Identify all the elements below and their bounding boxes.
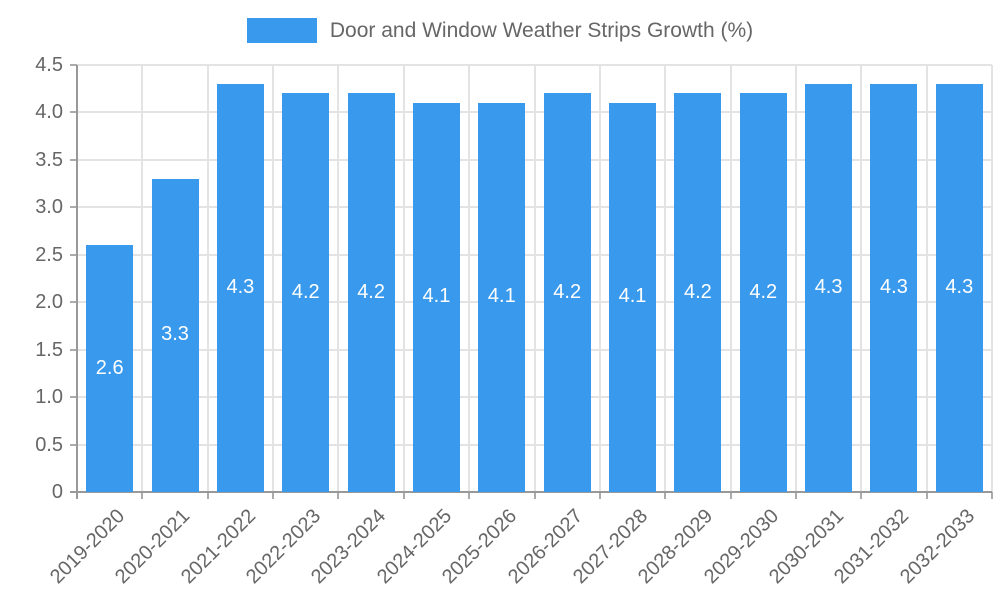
- bar-value-label: 4.2: [291, 280, 320, 303]
- bar-value-label: 4.2: [357, 280, 385, 303]
- x-gridline: [206, 65, 209, 492]
- y-tick-mark: [70, 443, 77, 446]
- x-tick-mark: [533, 492, 536, 499]
- x-gridline: [337, 65, 340, 492]
- bar: [805, 83, 853, 492]
- y-axis-tick-label: 3.0: [35, 196, 63, 219]
- x-tick-mark: [860, 492, 863, 499]
- x-tick-mark: [402, 492, 405, 499]
- x-gridline: [402, 65, 405, 492]
- x-gridline: [925, 65, 928, 492]
- bar-value-label: 4.3: [814, 275, 843, 298]
- y-axis-tick-label: 1.0: [35, 386, 63, 409]
- bar-value-label: 4.3: [226, 275, 255, 298]
- bar-value-label: 4.1: [487, 285, 516, 308]
- y-tick-mark: [70, 206, 77, 209]
- x-gridline: [272, 65, 275, 492]
- bar-value-label: 4.1: [422, 285, 451, 308]
- bar: [935, 83, 983, 492]
- x-tick-mark: [598, 492, 601, 499]
- bar: [739, 93, 787, 492]
- y-tick-mark: [70, 396, 77, 399]
- legend-label: Door and Window Weather Strips Growth (%…: [329, 18, 754, 42]
- bar: [478, 102, 526, 492]
- bar-value-label: 4.1: [618, 285, 647, 308]
- legend-swatch: [246, 18, 317, 43]
- x-gridline: [794, 65, 797, 492]
- y-axis-tick-label: 3.5: [35, 148, 63, 171]
- bar: [216, 83, 264, 492]
- bar: [151, 178, 199, 492]
- x-tick-mark: [925, 492, 928, 499]
- bar: [870, 83, 918, 492]
- x-tick-mark: [206, 492, 209, 499]
- bar-value-label: 4.3: [945, 275, 974, 298]
- y-tick-mark: [70, 111, 77, 114]
- y-axis-tick-label: 0.5: [35, 433, 63, 456]
- x-axis-line: [70, 491, 992, 493]
- y-tick-mark: [70, 158, 77, 161]
- bar-value-label: 4.2: [553, 280, 582, 303]
- bar: [347, 93, 395, 492]
- x-tick-mark: [991, 492, 993, 499]
- y-tick-mark: [70, 64, 77, 66]
- x-gridline: [598, 65, 601, 492]
- bar: [86, 245, 134, 492]
- x-gridline: [468, 65, 471, 492]
- bar: [543, 93, 591, 492]
- y-tick-mark: [70, 301, 77, 304]
- bar-value-label: 2.6: [95, 356, 124, 379]
- x-tick-mark: [141, 492, 144, 499]
- x-tick-mark: [468, 492, 471, 499]
- x-tick-mark: [729, 492, 732, 499]
- chart-legend: Door and Window Weather Strips Growth (%…: [0, 18, 1000, 43]
- y-tick-mark: [70, 348, 77, 351]
- bar-value-label: 4.3: [880, 275, 908, 298]
- bar: [674, 93, 722, 492]
- y-axis-tick-label: 4.0: [35, 101, 63, 124]
- x-gridline: [141, 65, 144, 492]
- bar: [609, 102, 657, 492]
- bar-value-label: 4.2: [683, 280, 712, 303]
- y-axis-tick-label: 2.5: [35, 243, 63, 266]
- x-gridline: [991, 65, 993, 492]
- x-tick-mark: [664, 492, 667, 499]
- bar: [412, 102, 460, 492]
- y-axis-tick-label: 0: [51, 481, 63, 503]
- bar: [282, 93, 330, 492]
- x-gridline: [729, 65, 732, 492]
- y-axis-tick-label: 1.5: [35, 338, 63, 361]
- y-axis-line: [76, 65, 78, 499]
- x-gridline: [533, 65, 536, 492]
- bar-value-label: 4.2: [749, 280, 778, 303]
- y-tick-mark: [70, 253, 77, 256]
- x-gridline: [860, 65, 863, 492]
- y-axis-tick-label: 4.5: [35, 54, 63, 76]
- y-axis-tick-label: 2.0: [35, 291, 63, 314]
- bar-value-label: 3.3: [161, 323, 189, 346]
- x-tick-mark: [272, 492, 275, 499]
- x-tick-mark: [794, 492, 797, 499]
- x-tick-mark: [337, 492, 340, 499]
- x-gridline: [664, 65, 667, 492]
